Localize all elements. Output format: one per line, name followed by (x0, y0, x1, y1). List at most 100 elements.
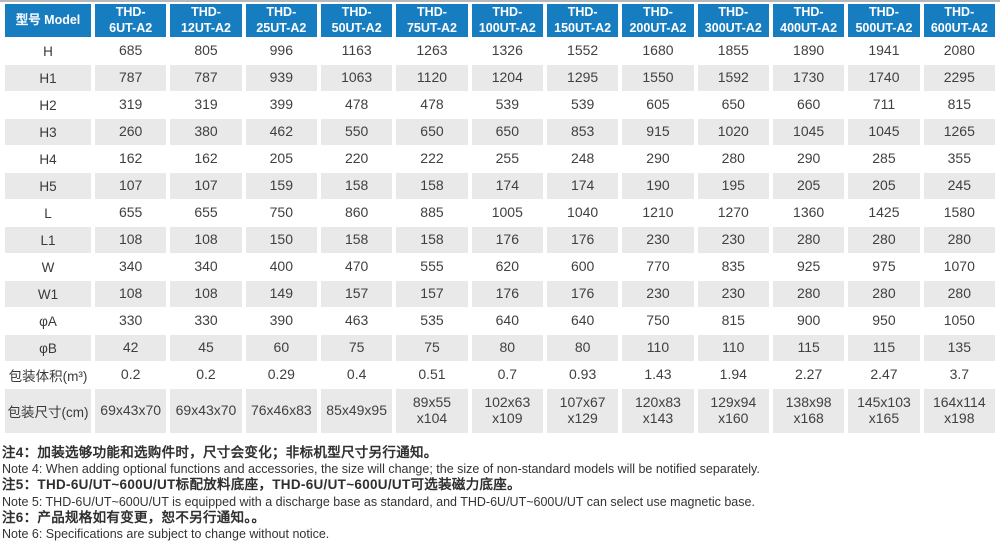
value-cell: 85x49x95 (320, 389, 393, 433)
table-row: L 655 655 750 860 885 1005 1040 1210 1270 1360 1425… (5, 200, 995, 226)
value-cell: 174 (546, 173, 619, 199)
value-cell: 248 (546, 146, 619, 172)
value-cell: 102x63 x109 (471, 389, 543, 433)
value-cell: 42 (95, 335, 167, 361)
value-cell: 158 (396, 227, 468, 253)
value-cell: 157 (320, 281, 393, 307)
value-cell: 230 (697, 227, 769, 253)
value-cell: 110 (697, 335, 769, 361)
value-cell: 205 (848, 173, 920, 199)
column-header: THD- 500UT-A2 (848, 4, 920, 37)
column-header: THD- 200UT-A2 (622, 4, 694, 37)
value-cell: 0.29 (245, 362, 317, 388)
value-cell: 770 (622, 254, 694, 280)
table-body: H 685 805 996 1163 1263 1326 1552 1680 1855 1890 19… (5, 38, 995, 433)
value-cell: 650 (471, 119, 543, 145)
value-cell: 860 (320, 200, 393, 226)
value-cell: 1045 (772, 119, 845, 145)
value-cell: 220 (320, 146, 393, 172)
value-cell: 107x67 x129 (546, 389, 619, 433)
value-cell: 1580 (923, 200, 995, 226)
table-row: 包装体积(m³) 0.2 0.2 0.29 0.4 0.51 0.7 0.93 1.43 1.94… (5, 362, 995, 388)
value-cell: 1070 (923, 254, 995, 280)
table-row: φA 330 330 390 463 535 640 640 750 815 900 950 1050 (5, 308, 995, 334)
value-cell: 340 (95, 254, 167, 280)
value-cell: 176 (546, 281, 619, 307)
note-4-zh: 注4：加装选够功能和选购件时，尺寸会变化；非标机型尺寸另行通知。 (2, 445, 438, 460)
table-row: H5 107 107 159 158 158 174 174 190 195 205 205 245 (5, 173, 995, 199)
value-cell: 129x94 x160 (697, 389, 769, 433)
value-cell: 605 (622, 92, 694, 118)
value-cell: 1265 (923, 119, 995, 145)
value-cell: 915 (622, 119, 694, 145)
value-cell: 750 (622, 308, 694, 334)
note-5-zh: 注5：THD-6U/UT~600U/UT标配放料底座，THD-6U/UT~600… (2, 477, 521, 493)
value-cell: 555 (396, 254, 468, 280)
value-cell: 853 (546, 119, 619, 145)
value-cell: 120x83 x143 (622, 389, 694, 433)
value-cell: 950 (848, 308, 920, 334)
note-5-en: Note 5: THD-6U/UT~600U/UT is equipped wi… (2, 494, 755, 509)
value-cell: 255 (471, 146, 543, 172)
spec-table: 型号 Model THD- 6UT-A2 THD- 12UT-A2 THD- 25U… (1, 3, 999, 434)
row-label: L (5, 200, 91, 226)
value-cell: 1204 (471, 65, 543, 91)
column-header: THD- 75UT-A2 (396, 4, 468, 37)
value-cell: 0.93 (546, 362, 619, 388)
value-cell: 60 (245, 335, 317, 361)
value-cell: 330 (95, 308, 167, 334)
value-cell: 174 (471, 173, 543, 199)
value-cell: 164x114 x198 (923, 389, 995, 433)
row-label: H4 (5, 146, 91, 172)
row-label: W1 (5, 281, 91, 307)
value-cell: 1425 (848, 200, 920, 226)
value-cell: 1550 (622, 65, 694, 91)
value-cell: 162 (95, 146, 167, 172)
column-header: THD- 600UT-A2 (923, 4, 995, 37)
row-label: 包装体积(m³) (5, 362, 91, 388)
row-label: W (5, 254, 91, 280)
row-label: 包装尺寸(cm) (5, 389, 91, 433)
note-6-en: Note 6: Specifications are subject to ch… (2, 527, 330, 542)
value-cell: 280 (848, 227, 920, 253)
column-header: THD- 150UT-A2 (546, 4, 619, 37)
note-6-zh: 注6：产品规格如有变更，恕不另行通知。。 (2, 509, 266, 525)
note-4-en: Note 4: When adding optional functions a… (2, 462, 760, 477)
value-cell: 1063 (320, 65, 393, 91)
value-cell: 640 (546, 308, 619, 334)
table-row: L1 108 108 150 158 158 176 176 230 230 280 280 280 (5, 227, 995, 253)
column-header: THD- 6UT-A2 (95, 4, 167, 37)
value-cell: 1.94 (697, 362, 769, 388)
value-cell: 290 (772, 146, 845, 172)
value-cell: 1680 (622, 38, 694, 64)
value-cell: 69x43x70 (95, 389, 167, 433)
value-cell: 463 (320, 308, 393, 334)
value-cell: 685 (95, 38, 167, 64)
column-header: THD- 100UT-A2 (471, 4, 543, 37)
value-cell: 108 (95, 281, 167, 307)
value-cell: 660 (772, 92, 845, 118)
value-cell: 805 (170, 38, 242, 64)
table-row: H3 260 380 462 550 650 650 853 915 1020 1045 1045 12… (5, 119, 995, 145)
value-cell: 1730 (772, 65, 845, 91)
value-cell: 80 (546, 335, 619, 361)
value-cell: 108 (170, 227, 242, 253)
value-cell: 1855 (697, 38, 769, 64)
value-cell: 399 (245, 92, 317, 118)
value-cell: 539 (471, 92, 543, 118)
value-cell: 390 (245, 308, 317, 334)
value-cell: 1050 (923, 308, 995, 334)
value-cell: 280 (697, 146, 769, 172)
value-cell: 885 (396, 200, 468, 226)
value-cell: 535 (396, 308, 468, 334)
value-cell: 280 (848, 281, 920, 307)
value-cell: 230 (622, 227, 694, 253)
value-cell: 650 (697, 92, 769, 118)
value-cell: 158 (320, 227, 393, 253)
value-cell: 815 (697, 308, 769, 334)
table-row: H 685 805 996 1163 1263 1326 1552 1680 1855 1890 19… (5, 38, 995, 64)
value-cell: 45 (170, 335, 242, 361)
value-cell: 280 (772, 227, 845, 253)
column-header: THD- 50UT-A2 (320, 4, 393, 37)
row-label: H5 (5, 173, 91, 199)
